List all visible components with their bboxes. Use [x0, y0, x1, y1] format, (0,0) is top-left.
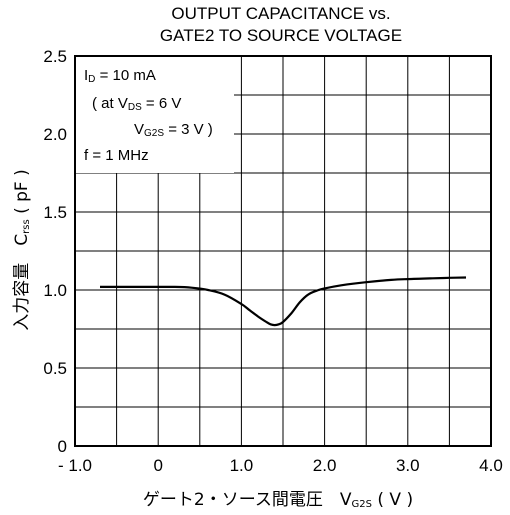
- annotation-line: ( at VDS = 6 V: [92, 95, 181, 113]
- y-tick-label: 1.0: [43, 281, 67, 300]
- annotation-box: [76, 57, 234, 173]
- annotation-line: VG2S = 3 V ): [134, 121, 213, 139]
- x-tick-label: - 1.0: [58, 456, 92, 475]
- series-line: [100, 276, 467, 327]
- plot-frame: [74, 55, 492, 447]
- x-tick-label: 4.0: [479, 456, 503, 475]
- annotation-line: f = 1 MHz: [84, 147, 149, 164]
- y-axis-label: 入力容量 Crss ( pF ): [12, 169, 32, 330]
- annotation: ID = 10 mA ( at VDS = 6 V VG2S = 3 V ) f = …: [84, 67, 213, 164]
- x-tick-label: 0: [153, 456, 162, 475]
- x-tick-label: 1.0: [230, 456, 254, 475]
- y-tick-label: 1.5: [43, 203, 67, 222]
- y-tick-label: 0: [58, 437, 67, 456]
- grid: [75, 56, 491, 446]
- y-tick-label: 2.5: [43, 47, 67, 66]
- x-tick-label: 3.0: [396, 456, 420, 475]
- tick-labels: - 1.0 0 1.0 2.0 3.0 4.000.51.01.52.02.5: [43, 47, 502, 475]
- chart-title-line-1: OUTPUT CAPACITANCE vs.: [171, 4, 390, 23]
- y-tick-label: 0.5: [43, 359, 67, 378]
- annotation-line: ID = 10 mA: [84, 67, 156, 85]
- x-axis-label: ゲート2・ソース間電圧 VG2S ( V ): [143, 490, 413, 510]
- y-tick-label: 2.0: [43, 125, 67, 144]
- x-tick-label: 2.0: [313, 456, 337, 475]
- chart-title-line-2: GATE2 TO SOURCE VOLTAGE: [160, 26, 402, 45]
